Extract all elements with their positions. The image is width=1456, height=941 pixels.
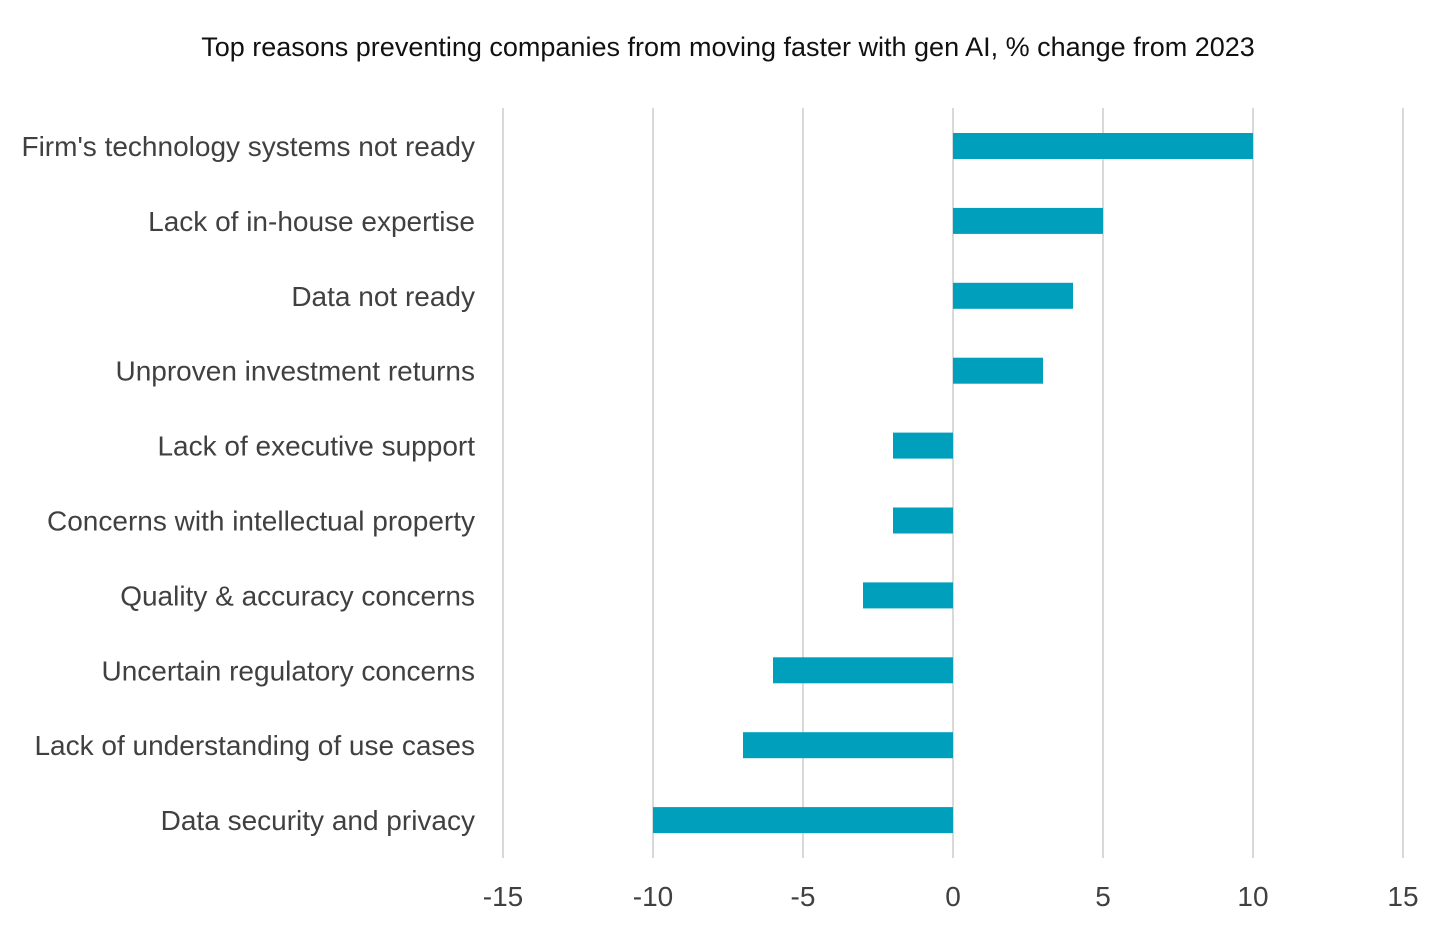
category-label: Data security and privacy <box>161 805 475 836</box>
x-tick-label: -15 <box>483 881 523 912</box>
x-tick-label: -5 <box>791 881 816 912</box>
x-tick-label: 10 <box>1237 881 1268 912</box>
category-label: Firm's technology systems not ready <box>21 131 475 162</box>
x-tick-label: -10 <box>633 881 673 912</box>
chart-title: Top reasons preventing companies from mo… <box>201 32 1255 62</box>
bar <box>743 732 953 759</box>
category-label: Unproven investment returns <box>115 356 475 387</box>
bar <box>893 507 953 534</box>
bar <box>773 657 953 684</box>
x-axis-tick-labels: -15 -10 -5 0 5 10 15 <box>483 881 1419 912</box>
bar <box>653 807 953 834</box>
category-labels: Firm's technology systems not ready Lack … <box>21 131 475 836</box>
bar <box>863 582 953 609</box>
category-label: Data not ready <box>291 281 475 312</box>
category-label: Quality & accuracy concerns <box>120 580 475 611</box>
category-label: Concerns with intellectual property <box>47 506 475 537</box>
category-label: Uncertain regulatory concerns <box>101 655 475 686</box>
bar <box>953 357 1043 384</box>
category-label: Lack of understanding of use cases <box>34 730 475 761</box>
category-label: Lack of in-house expertise <box>148 206 475 237</box>
category-label: Lack of executive support <box>157 431 475 462</box>
x-tick-label: 0 <box>945 881 961 912</box>
bars <box>653 133 1253 834</box>
bar <box>953 282 1073 309</box>
bar <box>953 133 1253 159</box>
x-tick-label: 5 <box>1095 881 1111 912</box>
bar <box>893 432 953 459</box>
bar <box>953 207 1103 234</box>
x-tick-label: 15 <box>1387 881 1418 912</box>
